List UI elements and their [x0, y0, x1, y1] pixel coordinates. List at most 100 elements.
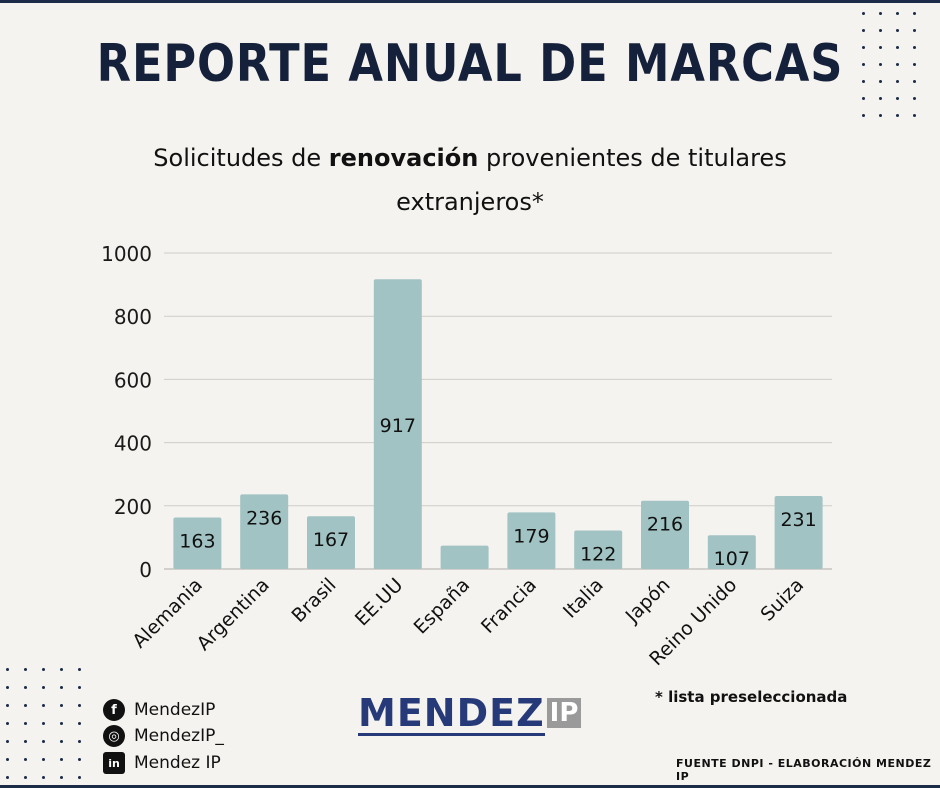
decorative-dot — [60, 776, 63, 779]
decorative-dot — [60, 758, 63, 761]
data-label: 163 — [179, 530, 215, 552]
data-label: 122 — [580, 543, 616, 565]
bar — [774, 496, 823, 569]
bar — [440, 545, 489, 569]
bar — [240, 494, 289, 569]
decorative-dot — [913, 12, 916, 15]
decorative-dot — [78, 776, 81, 779]
social-facebook-label: MendezIP — [134, 700, 216, 720]
x-category-label: Italia — [559, 574, 608, 623]
decorative-dot — [42, 740, 45, 743]
page-title: REPORTE ANUAL DE MARCAS — [96, 34, 844, 94]
bar — [373, 279, 422, 569]
decorative-dot — [24, 776, 27, 779]
decorative-dot — [879, 29, 882, 32]
decorative-dot — [913, 63, 916, 66]
decorative-dot — [42, 776, 45, 779]
data-label: 167 — [313, 529, 349, 551]
decorative-dot — [24, 722, 27, 725]
decorative-dot — [78, 704, 81, 707]
decorative-dot — [913, 97, 916, 100]
decorative-dot — [24, 668, 27, 671]
logo-wordmark: MENDEZ — [358, 691, 545, 736]
decorative-dot — [24, 686, 27, 689]
data-label: 231 — [780, 509, 816, 531]
social-linkedin-label: Mendez IP — [134, 753, 221, 773]
decorative-dot — [42, 722, 45, 725]
decorative-dot — [24, 704, 27, 707]
data-label: 179 — [513, 525, 549, 547]
y-tick-label: 800 — [114, 305, 152, 329]
decorative-dot — [6, 722, 9, 725]
decorative-dot — [913, 46, 916, 49]
decorative-dot — [879, 46, 882, 49]
decorative-dot — [862, 12, 865, 15]
decorative-dot — [879, 80, 882, 83]
decorative-dot — [862, 46, 865, 49]
decorative-dot — [862, 80, 865, 83]
decorative-dot — [6, 740, 9, 743]
social-instagram[interactable]: ◎ MendezIP_ — [103, 724, 224, 748]
social-facebook[interactable]: f MendezIP — [103, 698, 215, 722]
decorative-dot — [896, 12, 899, 15]
social-instagram-label: MendezIP_ — [134, 726, 224, 746]
decorative-dot — [24, 740, 27, 743]
bar — [173, 517, 222, 569]
data-label: 236 — [246, 507, 282, 529]
decorative-dot — [60, 704, 63, 707]
mendez-ip-logo: MENDEZ IP — [358, 691, 582, 736]
decorative-dot — [60, 740, 63, 743]
decorative-dot — [879, 114, 882, 117]
y-tick-label: 1000 — [101, 242, 152, 266]
decorative-dot — [78, 686, 81, 689]
decorative-dot — [913, 80, 916, 83]
decorative-dot — [6, 704, 9, 707]
decorative-dot — [913, 114, 916, 117]
x-category-label: España — [410, 574, 475, 639]
x-category-label: Argentina — [193, 574, 274, 655]
decorative-dot — [60, 686, 63, 689]
y-tick-label: 600 — [114, 368, 152, 392]
decorative-dot — [896, 114, 899, 117]
y-tick-label: 400 — [114, 432, 152, 456]
subtitle-emphasis: renovación — [328, 144, 479, 172]
decorative-dot — [6, 668, 9, 671]
decorative-dot — [879, 63, 882, 66]
decorative-dot — [6, 776, 9, 779]
decorative-dot — [60, 668, 63, 671]
decorative-dot — [6, 686, 9, 689]
logo-suffix: IP — [546, 698, 582, 728]
bar — [641, 500, 689, 569]
facebook-icon: f — [103, 699, 125, 721]
footnote: * lista preseleccionada — [655, 688, 848, 706]
decorative-dot — [913, 29, 916, 32]
y-tick-label: 200 — [114, 495, 152, 519]
decorative-dot — [24, 758, 27, 761]
x-category-label: Brasil — [288, 574, 341, 627]
subtitle-end: provenientes de titulares extranjeros* — [396, 144, 787, 216]
x-category-label: Francia — [477, 574, 541, 638]
decorative-dot — [862, 114, 865, 117]
social-linkedin[interactable]: in Mendez IP — [103, 751, 221, 775]
decorative-dot — [896, 97, 899, 100]
decorative-dot — [78, 740, 81, 743]
data-label: 917 — [380, 415, 416, 437]
decorative-dot — [60, 722, 63, 725]
linkedin-icon: in — [103, 752, 125, 774]
source-credit: FUENTE DNPI - ELABORACIÓN MENDEZ IP — [676, 757, 932, 783]
decorative-dot — [896, 63, 899, 66]
decorative-dot — [862, 29, 865, 32]
top-border — [0, 0, 940, 3]
decorative-dot — [862, 97, 865, 100]
bar — [507, 512, 556, 569]
decorative-dot — [896, 80, 899, 83]
instagram-icon: ◎ — [103, 725, 125, 747]
data-label: 107 — [714, 548, 750, 570]
decorative-dot — [896, 46, 899, 49]
bar — [574, 530, 623, 569]
bar — [307, 516, 355, 569]
chart-subtitle: Solicitudes de renovación provenientes d… — [110, 136, 830, 224]
x-category-label: EE.UU — [351, 574, 407, 630]
decorative-dot — [42, 686, 45, 689]
